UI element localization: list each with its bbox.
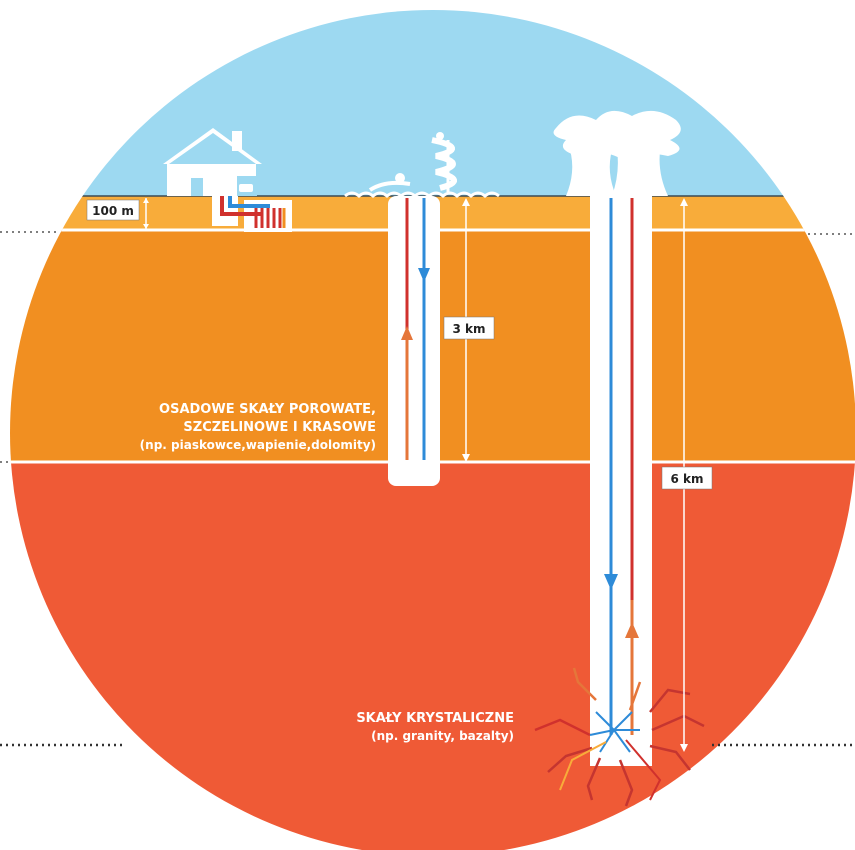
heat-pump-icon	[212, 196, 292, 232]
sky-layer	[10, 10, 855, 196]
depth-marker-100m	[86, 198, 149, 229]
deep-well	[590, 196, 652, 766]
power-plant-icon	[553, 110, 681, 196]
crystalline-layer	[10, 462, 855, 850]
sedimentary-label-line3: (np. piaskowce,wapienie,dolomity)	[140, 438, 376, 452]
depth-label-6km: 6 km	[670, 472, 703, 486]
depth-marker-6km	[661, 198, 713, 752]
water-park-icon	[344, 132, 500, 198]
house-icon	[163, 128, 262, 196]
medium-well	[388, 196, 440, 486]
crystalline-label-line1: SKAŁY KRYSTALICZNE	[356, 711, 514, 726]
depth-label-3km: 3 km	[452, 322, 485, 336]
sedimentary-label-line2: SZCZELINOWE I KRASOWE	[183, 420, 376, 435]
depth-label-100m: 100 m	[92, 204, 134, 218]
depth-marker-3km	[443, 198, 495, 462]
depth-guides	[0, 231, 855, 747]
crystalline-label-line2: (np. granity, bazalty)	[371, 729, 514, 743]
sedimentary-label-line1: OSADOWE SKAŁY POROWATE,	[159, 402, 376, 417]
